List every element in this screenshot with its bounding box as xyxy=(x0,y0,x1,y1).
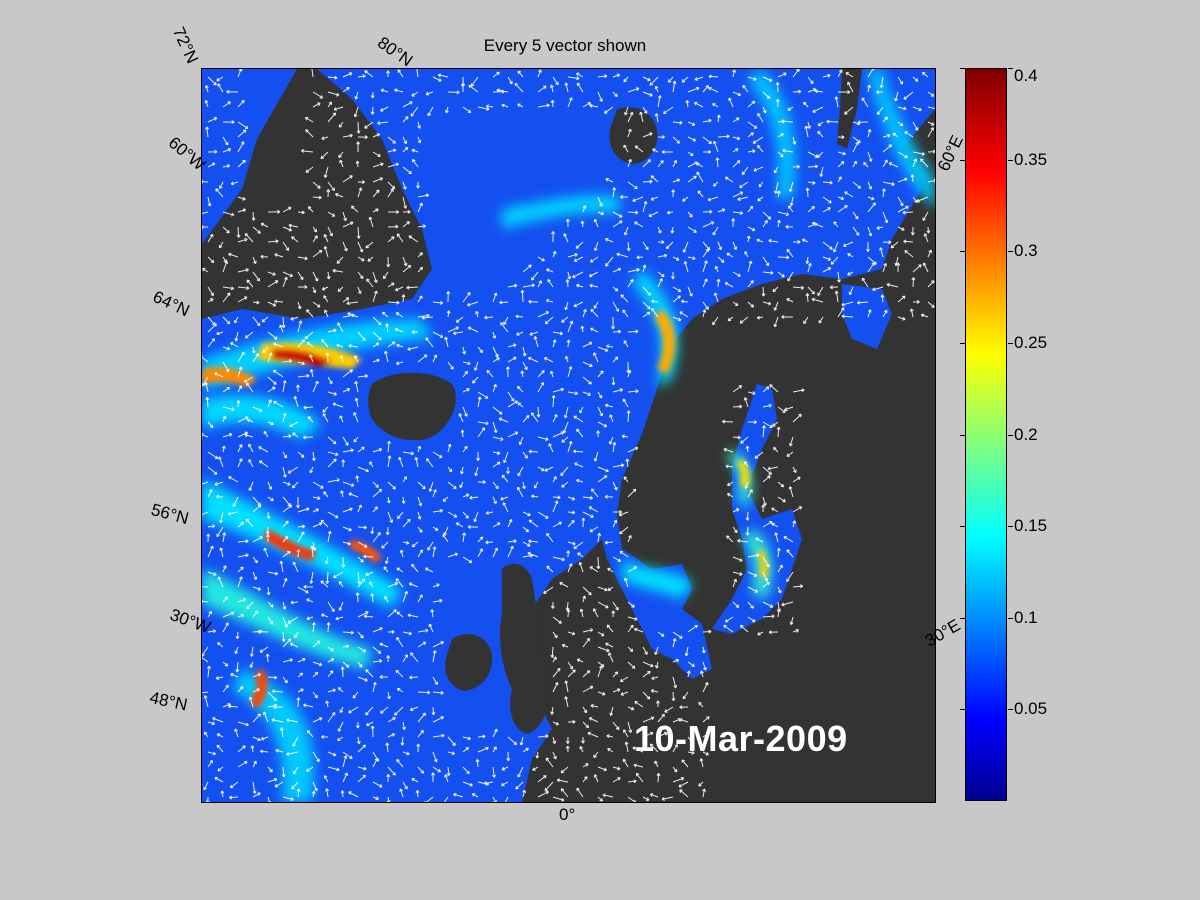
iceland xyxy=(368,372,456,441)
label-64N: 64°N xyxy=(149,287,193,321)
colorbar-ticks: 0.4 0.35 0.3 0.25 0.2 0.15 0.1 0.05 xyxy=(960,66,1088,801)
colorbar-tick-label: 0.35 xyxy=(1014,149,1048,169)
colorbar-tick-mark-inner xyxy=(960,68,965,69)
colorbar-tick-label: 0.3 xyxy=(1014,241,1038,261)
label-56N: 56°N xyxy=(149,500,191,529)
baltic-sea xyxy=(712,384,802,634)
colorbar-tick-mark-inner xyxy=(960,709,965,711)
colorbar-tick-label: 0.25 xyxy=(1014,332,1048,352)
ireland xyxy=(445,634,493,691)
colorbar-tick-label: 0.15 xyxy=(1014,516,1048,536)
colorbar-tick-mark xyxy=(1008,68,1013,69)
plot-title: Every 5 vector shown xyxy=(483,36,647,55)
colorbar-tick-mark xyxy=(1008,434,1013,436)
colorbar-tick-mark xyxy=(1008,342,1013,344)
vector-arrow-paths xyxy=(202,69,935,802)
novaya-zemlya xyxy=(837,69,862,149)
colorbar-tick-mark xyxy=(1008,526,1013,528)
colorbar xyxy=(965,68,1007,801)
ocean-area xyxy=(202,69,935,802)
white-sea xyxy=(842,284,892,349)
label-48N: 48°N xyxy=(148,688,190,715)
colorbar-tick-label: 0.4 xyxy=(1014,66,1038,85)
date-label: 10-Mar-2009 xyxy=(634,718,848,759)
great-britain xyxy=(500,563,549,734)
colorbar-tick-mark-inner xyxy=(960,342,965,344)
label-60E: 60°E xyxy=(934,132,967,175)
colorbar-tick-mark xyxy=(1008,251,1013,253)
colorbar-tick-label: 0.05 xyxy=(1014,699,1048,719)
speed-field xyxy=(202,69,935,802)
colorbar-tick-mark-inner xyxy=(960,617,965,619)
colorbar-tick-mark-inner xyxy=(960,526,965,528)
high-speed-spots xyxy=(202,309,769,709)
colorbar-tick-mark xyxy=(1008,159,1013,161)
colorbar-tick-mark-inner xyxy=(960,434,965,436)
label-72N: 72°N xyxy=(168,24,203,67)
colorbar-tick-mark-inner xyxy=(960,251,965,253)
colorbar-tick-label: 0.2 xyxy=(1014,424,1038,444)
label-0deg: 0° xyxy=(559,805,576,824)
colorbar-tick-label: 0.1 xyxy=(1014,607,1038,627)
current-speed-map xyxy=(202,69,935,802)
map-area[interactable] xyxy=(201,68,936,803)
colorbar-tick-mark-inner xyxy=(960,159,965,161)
colorbar-tick-mark xyxy=(1008,617,1013,619)
svalbard xyxy=(609,107,658,164)
colorbar-tick-mark xyxy=(1008,709,1013,711)
vector-arrows xyxy=(202,69,935,802)
